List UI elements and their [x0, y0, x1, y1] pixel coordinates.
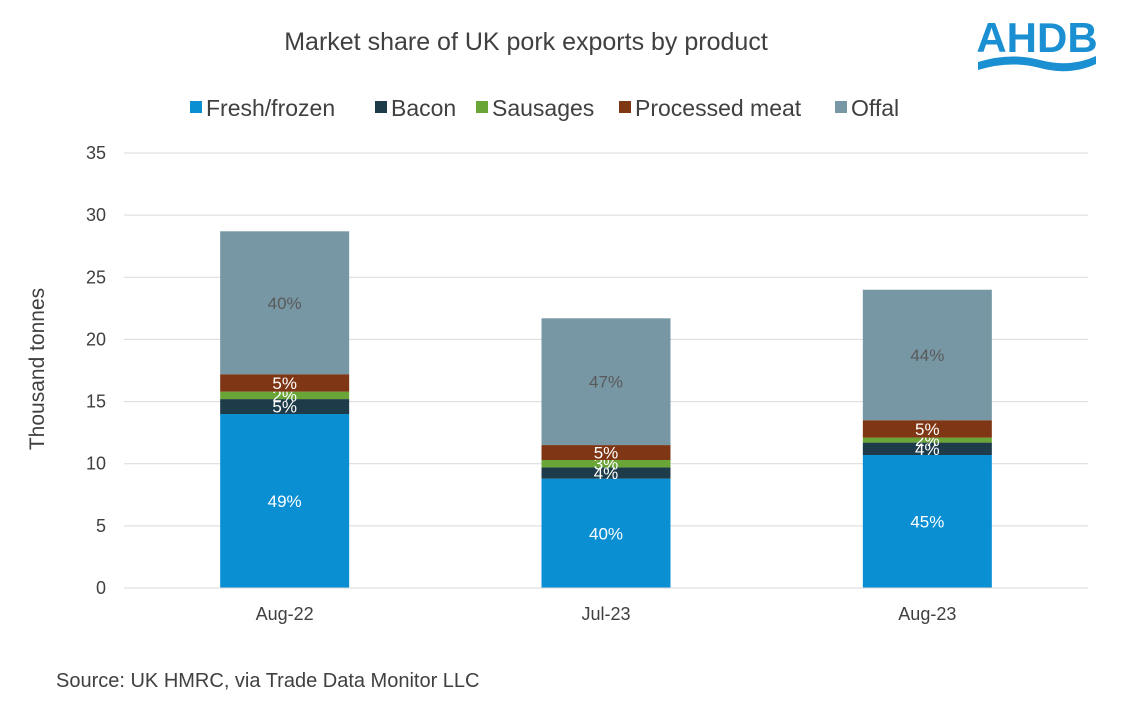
y-tick-label: 5	[96, 516, 106, 536]
bar-segment	[220, 391, 350, 400]
y-tick-label: 0	[96, 578, 106, 598]
ahdb-logo: AHDB	[976, 14, 1098, 72]
bar-data-label: 5%	[272, 374, 297, 393]
bar-segment	[220, 374, 350, 392]
bar-data-label: 5%	[915, 420, 940, 439]
x-axis-ticks: Aug-22 Jul-23 Aug-23	[256, 604, 957, 624]
x-tick-label: Aug-23	[898, 604, 956, 624]
x-tick-label: Jul-23	[581, 604, 630, 624]
bar-data-label: 40%	[589, 524, 623, 543]
legend-label: Sausages	[492, 95, 594, 121]
bar-data-label: 40%	[268, 294, 302, 313]
bar-segment	[541, 467, 671, 479]
bar-segment	[541, 318, 671, 446]
y-tick-label: 10	[86, 454, 106, 474]
logo-wave-icon	[978, 56, 1096, 72]
source-note: Source: UK HMRC, via Trade Data Monitor …	[56, 670, 480, 692]
bar-data-label: 4%	[915, 440, 940, 459]
bar-segment	[541, 459, 671, 468]
bar-data-label: 44%	[910, 346, 944, 365]
y-tick-label: 30	[86, 205, 106, 225]
bar-segment	[862, 442, 992, 456]
bar-data-label: 47%	[589, 373, 623, 392]
y-tick-label: 15	[86, 392, 106, 412]
legend-label: Fresh/frozen	[206, 95, 335, 121]
legend-swatch	[835, 101, 847, 113]
bar-segment	[862, 455, 992, 588]
bar-segment	[862, 437, 992, 443]
x-tick-label: Aug-22	[256, 604, 314, 624]
legend-swatch	[476, 101, 488, 113]
bar-data-label: 4%	[594, 464, 619, 483]
bar-data-label: 5%	[594, 444, 619, 463]
y-axis-label: Thousand tonnes	[26, 288, 49, 450]
y-tick-label: 25	[86, 267, 106, 287]
legend-label: Processed meat	[635, 95, 802, 121]
bar-data-label: 5%	[272, 398, 297, 417]
bar-segment	[541, 445, 671, 460]
bar-segment	[862, 289, 992, 421]
bar-segment	[220, 414, 350, 588]
bar-data-label: 49%	[268, 492, 302, 511]
chart-title: Market share of UK pork exports by produ…	[284, 28, 768, 56]
y-tick-label: 35	[86, 143, 106, 163]
bar-data-label: 45%	[910, 513, 944, 532]
bar-segment	[220, 231, 350, 375]
legend-swatch	[375, 101, 387, 113]
legend-label: Bacon	[391, 95, 456, 121]
legend: Fresh/frozen Bacon Sausages Processed meat O…	[190, 95, 899, 121]
y-tick-label: 20	[86, 329, 106, 349]
legend-swatch	[190, 101, 202, 113]
legend-swatch	[619, 101, 631, 113]
bar-segment	[862, 420, 992, 438]
bars: 49%5%2%5%40%40%4%3%5%47%45%4%2%5%44%	[220, 231, 992, 588]
logo-text: AHDB	[976, 14, 1097, 61]
y-axis-ticks: 0 5 10 15 20 25 30 35	[86, 143, 106, 598]
legend-label: Offal	[851, 95, 899, 121]
bar-segment	[220, 399, 350, 414]
bar-segment	[541, 478, 671, 588]
